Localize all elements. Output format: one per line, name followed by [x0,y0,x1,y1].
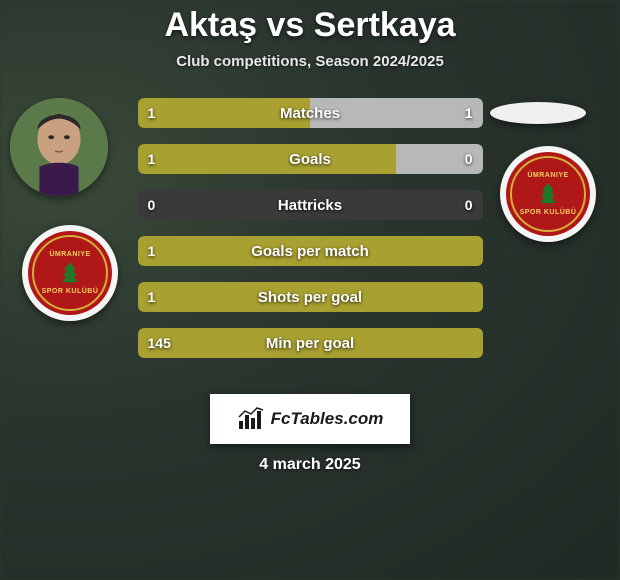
stat-label: Min per goal [266,335,354,352]
stat-row: 1 Shots per goal [138,282,483,312]
stat-label: Goals [289,151,331,168]
date-text: 4 march 2025 [259,456,360,474]
stat-value-left: 145 [148,335,171,351]
club-badge-left: ÜMRANIYE SPOR KULÜBÜ [22,225,118,321]
stat-value-left: 1 [148,289,156,305]
stat-row: 1 Matches 1 [138,98,483,128]
stat-row: 0 Hattricks 0 [138,190,483,220]
stat-value-left: 1 [148,243,156,259]
player-photo-right [490,102,586,124]
stat-value-left: 1 [148,105,156,121]
stat-row: 1 Goals per match [138,236,483,266]
stat-label: Matches [280,105,340,122]
bar-fill-left [138,144,397,174]
stat-value-left: 1 [148,151,156,167]
chart-icon [237,407,265,431]
comparison-card: Aktaş vs Sertkaya Club competitions, Sea… [0,0,620,580]
stat-label: Shots per goal [258,289,362,306]
compare-area: ÜMRANIYE SPOR KULÜBÜ ÜMRANIYE SPOR KULÜB… [0,90,620,380]
club-badge-right: ÜMRANIYE SPOR KULÜBÜ [500,146,596,242]
stat-label: Hattricks [278,197,342,214]
page-title: Aktaş vs Sertkaya [164,6,455,45]
stat-bars: 1 Matches 1 1 Goals 0 0 Hattricks 0 1 Goals per ma… [138,90,483,358]
player-photo-left [10,98,108,196]
watermark-text: FcTables.com [271,409,384,429]
subtitle: Club competitions, Season 2024/2025 [176,53,444,70]
stat-value-right: 0 [465,197,473,213]
stat-label: Goals per match [251,243,369,260]
stat-value-right: 0 [465,151,473,167]
stat-row: 1 Goals 0 [138,144,483,174]
stat-row: 145 Min per goal [138,328,483,358]
stat-value-left: 0 [148,197,156,213]
watermark: FcTables.com [210,394,410,444]
stat-value-right: 1 [465,105,473,121]
